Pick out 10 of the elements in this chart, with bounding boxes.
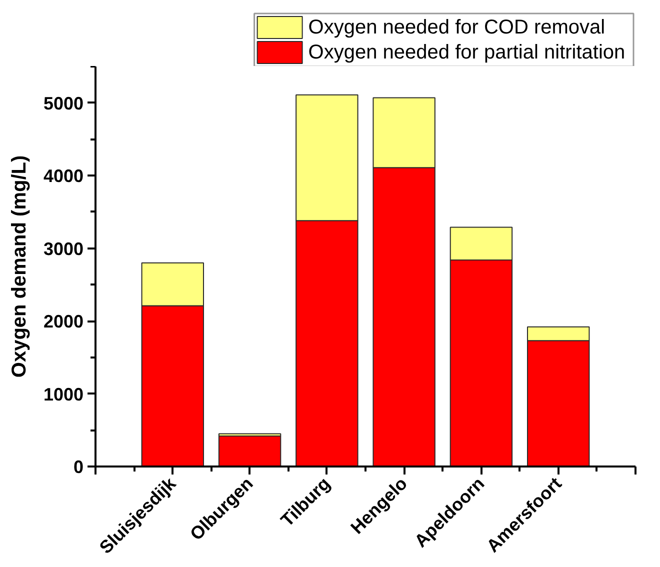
y-tick-label: 4000 [43, 166, 84, 186]
y-axis-title: Oxygen demand (mg/L) [8, 155, 30, 378]
y-tick-label: 1000 [43, 384, 84, 404]
legend-label: Oxygen needed for COD removal [308, 16, 606, 38]
y-tick-label: 5000 [43, 93, 84, 114]
bar [218, 435, 282, 466]
y-tick-label: 3000 [43, 238, 84, 259]
y-tick-label: 0 [73, 457, 84, 477]
legend-label: Oxygen needed for partial nitritation [308, 42, 626, 64]
y-tick-label: 2000 [43, 312, 84, 332]
